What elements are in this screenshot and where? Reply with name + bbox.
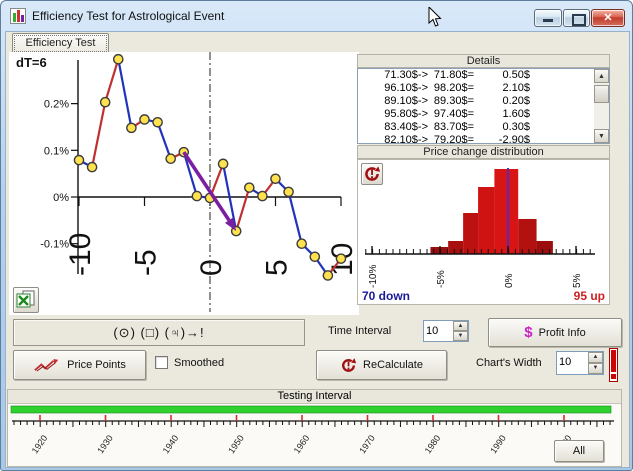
testing-interval-timeline[interactable]: 192019301940195019601970198019902000 <box>8 404 621 466</box>
svg-text:5%: 5% <box>572 273 583 288</box>
maximize-button[interactable] <box>563 9 590 27</box>
down-count: 70 down <box>362 289 411 303</box>
window-title: Efficiency Test for Astrological Event <box>32 9 225 23</box>
tab-page: Efficiency Test 0.2%0.1%0%-0.1%-10-50510… <box>5 31 630 468</box>
svg-text:1960: 1960 <box>292 433 312 455</box>
charts-width-spinner[interactable]: ▲ ▼ <box>556 351 604 375</box>
price-deviation-chart: 0.2%0.1%0%-0.1%-10-50510 <box>40 52 359 312</box>
svg-text:0%: 0% <box>53 192 69 204</box>
mouse-cursor <box>428 7 442 27</box>
scrollbar-thumb[interactable] <box>594 85 609 103</box>
svg-text:-10%: -10% <box>368 265 379 288</box>
all-label: All <box>572 445 586 457</box>
charts-width-down-button[interactable]: ▼ <box>588 363 603 374</box>
svg-text:-0.1%: -0.1% <box>40 239 69 251</box>
price-points-icon <box>34 358 59 371</box>
svg-text:1970: 1970 <box>357 433 377 455</box>
svg-text:1920: 1920 <box>30 433 50 455</box>
svg-text:0.2%: 0.2% <box>44 99 69 111</box>
price-points <box>73 53 347 281</box>
charts-width-input[interactable] <box>559 353 585 371</box>
recalculate-button[interactable]: ReCalculate <box>316 350 447 380</box>
time-interval-label: Time Interval <box>328 325 392 337</box>
tab-efficiency-test[interactable]: Efficiency Test <box>12 33 109 52</box>
excel-export-button[interactable] <box>13 287 39 313</box>
app-icon <box>10 8 26 24</box>
scrollbar-down-button[interactable]: ▼ <box>594 129 609 143</box>
titlebar[interactable]: Efficiency Test for Astrological Event ✕ <box>1 1 632 31</box>
histogram-axis: -10% -5% 0% 5% <box>365 246 595 288</box>
close-button[interactable]: ✕ <box>591 9 625 27</box>
svg-text:-10: -10 <box>64 233 97 276</box>
table-row[interactable]: 82.10$-> 79.20$= -2.90$ <box>384 134 530 144</box>
aspect-formula-display: (⊙) (□) (♃)→! <box>13 319 305 346</box>
close-icon: ✕ <box>603 12 613 24</box>
dt-label: dT=6 <box>16 55 47 70</box>
timeline-ruler: 192019301940195019601970198019902000 <box>12 415 614 455</box>
time-interval-up-button[interactable]: ▲ <box>453 321 468 331</box>
profit-info-label: Profit Info <box>538 326 586 339</box>
details-scrollbar[interactable]: ▲ ▼ <box>594 69 609 143</box>
smoothed-checkbox[interactable] <box>155 356 168 369</box>
price-points-label: Price Points <box>67 359 126 371</box>
table-row[interactable]: 83.40$-> 83.70$= 0.30$ <box>384 121 530 133</box>
distribution-histogram: -10% -5% 0% 5% <box>365 168 595 288</box>
details-rows: 71.30$-> 71.80$= 0.50$ 96.10$-> 98.20$= 2.10$… <box>358 69 609 144</box>
event-arrow <box>182 151 237 232</box>
svg-text:5: 5 <box>261 259 294 276</box>
table-row[interactable]: 96.10$-> 98.20$= 2.10$ <box>384 82 530 94</box>
testing-interval-panel: Testing Interval 1920 1930 1940 1950 1960 197… <box>7 389 622 467</box>
time-interval-down-button[interactable]: ▼ <box>453 331 468 341</box>
distribution-header: Price change distribution <box>357 145 610 159</box>
refresh-distribution-button[interactable] <box>361 163 383 185</box>
excel-export-icon <box>16 290 35 308</box>
scrollbar-up-button[interactable]: ▲ <box>594 69 609 83</box>
svg-text:1950: 1950 <box>226 433 246 455</box>
tab-label: Efficiency Test <box>25 37 96 49</box>
svg-text:-5%: -5% <box>436 270 447 288</box>
svg-text:1930: 1930 <box>95 433 115 455</box>
details-header: Details <box>357 54 610 68</box>
details-list[interactable]: 71.30$-> 71.80$= 0.50$ 96.10$-> 98.20$= 2.10$… <box>357 68 610 144</box>
width-alert-indicator <box>609 348 618 382</box>
distribution-panel: -10% -5% 0% 5% 70 down 95 up <box>357 159 610 305</box>
minimize-button[interactable] <box>534 9 562 27</box>
refresh-icon <box>365 166 381 181</box>
recalculate-icon <box>342 357 357 372</box>
up-count: 95 up <box>573 289 605 303</box>
histogram-bars <box>430 169 553 254</box>
svg-text:1980: 1980 <box>423 433 443 455</box>
svg-text:0%: 0% <box>504 273 515 288</box>
price-deviation-chart-panel: 0.2%0.1%0%-0.1%-10-50510 dT=6 <box>9 52 359 315</box>
table-row[interactable]: 71.30$-> 71.80$= 0.50$ <box>384 69 530 81</box>
time-interval-spinner[interactable]: ▲ ▼ <box>423 320 469 342</box>
table-row[interactable]: 89.10$-> 89.30$= 0.20$ <box>384 95 530 107</box>
svg-text:1990: 1990 <box>488 433 508 455</box>
dollar-icon: $ <box>524 324 533 341</box>
svg-text:0.1%: 0.1% <box>44 145 69 157</box>
svg-text:0: 0 <box>195 259 228 276</box>
all-button[interactable]: All <box>554 440 604 462</box>
svg-text:1940: 1940 <box>161 433 181 455</box>
charts-width-label: Chart's Width <box>476 357 542 369</box>
charts-width-up-button[interactable]: ▲ <box>588 352 603 363</box>
price-points-button[interactable]: Price Points <box>13 350 146 380</box>
table-row[interactable]: 95.80$-> 97.40$= 1.60$ <box>384 108 530 120</box>
smoothed-label: Smoothed <box>174 357 225 369</box>
svg-text:-5: -5 <box>130 249 163 276</box>
testing-interval-header: Testing Interval <box>8 390 621 404</box>
profit-info-button[interactable]: $ Profit Info <box>488 318 622 347</box>
time-interval-input[interactable] <box>426 322 452 340</box>
recalculate-label: ReCalculate <box>363 359 423 371</box>
